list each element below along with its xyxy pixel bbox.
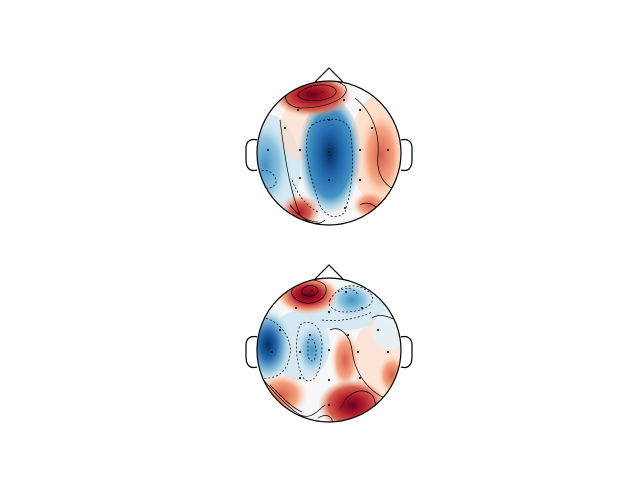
topomap-2-sensors: [271, 289, 389, 406]
head-outline-icon: [256, 80, 402, 226]
nose-icon: [314, 67, 344, 83]
head-outline-icon: [256, 277, 402, 423]
left-ear-icon: [245, 335, 258, 369]
topomap-1: [245, 67, 413, 226]
right-ear-icon: [400, 335, 413, 369]
topomap-2-field: [257, 278, 401, 422]
topomap-1-field: [257, 81, 401, 225]
topomap-1-sensors: [267, 91, 389, 209]
nose-icon: [314, 264, 344, 280]
left-ear-icon: [245, 138, 258, 172]
right-ear-icon: [400, 138, 413, 172]
topomap-2: [245, 264, 413, 423]
